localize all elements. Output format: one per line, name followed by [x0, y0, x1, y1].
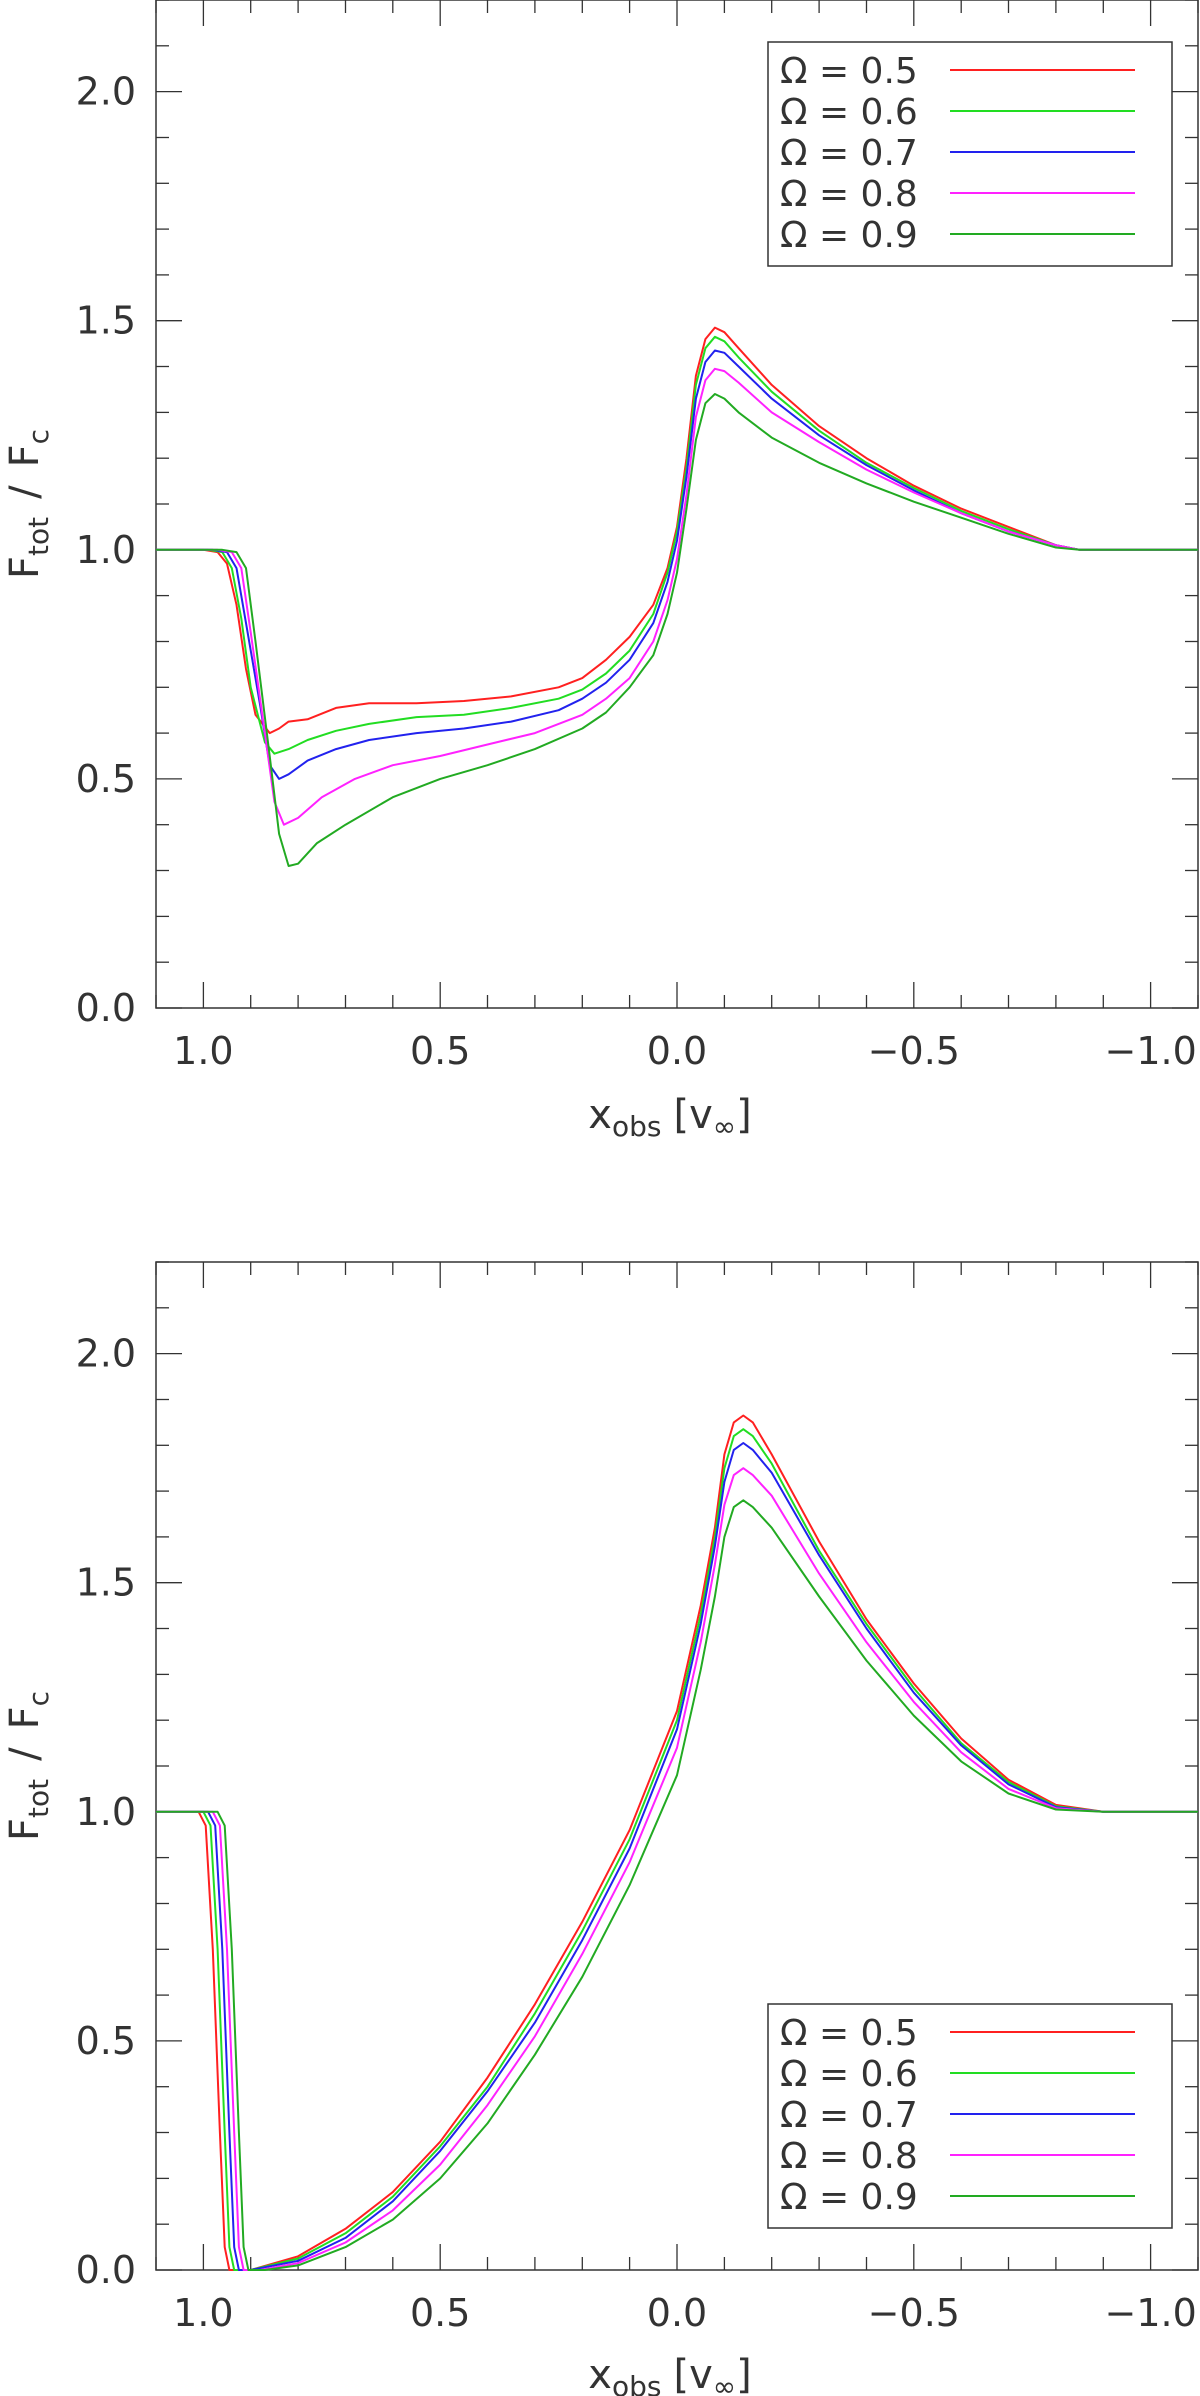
legend-entries: Ω = 0.5Ω = 0.6Ω = 0.7Ω = 0.8Ω = 0.9: [780, 2013, 1135, 2218]
ylabel-sub1: tot: [22, 517, 55, 556]
legend-label: Ω = 0.7: [780, 133, 918, 174]
y-tick-labels-bottom: 0.0 0.5 1.0 1.5 2.0: [76, 1332, 136, 2292]
x-tick-label: 0.0: [647, 1029, 707, 1073]
chart-top: 1.0 0.5 0.0 −0.5 −1.0 0.00.51.01.52.0 Ftot/F…: [2, 0, 1199, 1143]
legend-label: Ω = 0.7: [780, 2095, 918, 2136]
series-line: [156, 1499, 1198, 2271]
y-tick-label: 0.5: [76, 2019, 136, 2063]
legend-top: Ω = 0.5Ω = 0.6Ω = 0.7Ω = 0.8Ω = 0.9: [767, 41, 1173, 267]
xlabel-x: x: [588, 1092, 612, 1138]
y-tick-label: 0.0: [76, 2248, 136, 2292]
x-tick-label: 0.5: [410, 2291, 470, 2335]
x-tick-labels-top: 1.0 0.5 0.0 −0.5 −1.0: [173, 1029, 1197, 1073]
xlabel-bracket-close: ]: [736, 2352, 752, 2396]
y-tick-label: 0.0: [76, 986, 136, 1030]
ylabel-slash: /: [2, 1747, 48, 1761]
x-tick-label: 1.0: [173, 2291, 233, 2335]
legend-box: [767, 2003, 1173, 2229]
ylabel-f1: F: [2, 556, 48, 579]
ylabel-f2: F: [2, 1706, 48, 1729]
ylabel-sub2: c: [22, 1691, 55, 1706]
xlabel-vsub: ∞: [713, 2370, 736, 2396]
ylabel-sub1: tot: [22, 1779, 55, 1818]
y-tick-label: 2.0: [76, 70, 136, 114]
legend-label: Ω = 0.5: [780, 51, 918, 92]
series-line: [156, 367, 1198, 826]
legend-label: Ω = 0.9: [780, 215, 918, 256]
tick-marks-top: [155, 0, 1199, 1009]
ylabel-f2: F: [2, 444, 48, 467]
x-tick-label: 1.0: [173, 1029, 233, 1073]
y-axis-title-bottom: Ftot / Fc: [2, 1691, 55, 1841]
y-tick-label: 1.5: [76, 299, 136, 343]
legend-label: Ω = 0.6: [780, 2054, 918, 2095]
ylabel-sub2: c: [22, 429, 55, 444]
y-tick-labels-top: 0.0 0.5 1.0 1.5 2.0: [76, 70, 136, 1030]
legend-entries: Ω = 0.5Ω = 0.6Ω = 0.7Ω = 0.8Ω = 0.9: [780, 51, 1135, 256]
x-tick-label: −1.0: [1104, 1029, 1196, 1073]
legend-label: Ω = 0.8: [780, 174, 918, 215]
series-line: [156, 1414, 1198, 2271]
legend-label: Ω = 0.9: [780, 2177, 918, 2218]
series-line: [156, 1442, 1198, 2271]
xlabel-sub: obs: [612, 1110, 662, 1143]
legend-label: Ω = 0.6: [780, 92, 918, 133]
legend-label: Ω = 0.8: [780, 2136, 918, 2177]
ylabel-f1: F: [2, 1818, 48, 1841]
series-lines-top: [156, 326, 1198, 867]
y-tick-label: 1.0: [76, 528, 136, 572]
legend-box: [767, 41, 1173, 267]
chart-bottom: 1.0 0.5 0.0 −0.5 −1.0 0.00.51.01.52.0 Ftot/F…: [2, 1261, 1199, 2396]
y-tick-label: 1.0: [76, 1790, 136, 1834]
x-tick-label: 0.5: [410, 1029, 470, 1073]
y-axis-title-top: Ftot / Fc: [2, 429, 55, 579]
x-axis-title-bottom: xobs [v∞]: [588, 2352, 751, 2396]
y-tick-label: 0.5: [76, 757, 136, 801]
x-axis-title-top: xobs [v∞]: [588, 1092, 751, 1143]
xlabel-x: x: [588, 2352, 612, 2396]
series-line: [156, 393, 1198, 867]
xlabel-vsub: ∞: [713, 1110, 736, 1143]
x-tick-label: 0.0: [647, 2291, 707, 2335]
series-lines-bottom: [156, 1414, 1198, 2271]
x-tick-label: −0.5: [868, 2291, 960, 2335]
x-tick-labels-bottom: 1.0 0.5 0.0 −0.5 −1.0: [173, 2291, 1197, 2335]
y-tick-label: 2.0: [76, 1332, 136, 1376]
x-tick-label: −0.5: [868, 1029, 960, 1073]
xlabel-sub: obs: [612, 2370, 662, 2396]
tick-marks-bottom: [155, 1261, 1199, 2271]
xlabel-v: v: [689, 2352, 713, 2396]
series-line: [156, 1428, 1198, 2271]
legend-label: Ω = 0.5: [780, 2013, 918, 2054]
ylabel-slash: /: [2, 485, 48, 499]
xlabel-bracket-close: ]: [736, 1092, 752, 1138]
xlabel-bracket-open: [: [673, 2352, 689, 2396]
series-line: [156, 1467, 1198, 2271]
y-tick-label: 1.5: [76, 1561, 136, 1605]
legend-bottom: Ω = 0.5Ω = 0.6Ω = 0.7Ω = 0.8Ω = 0.9: [767, 2003, 1173, 2229]
xlabel-v: v: [689, 1092, 713, 1138]
series-line: [156, 335, 1198, 755]
xlabel-bracket-open: [: [673, 1092, 689, 1138]
x-tick-label: −1.0: [1104, 2291, 1196, 2335]
